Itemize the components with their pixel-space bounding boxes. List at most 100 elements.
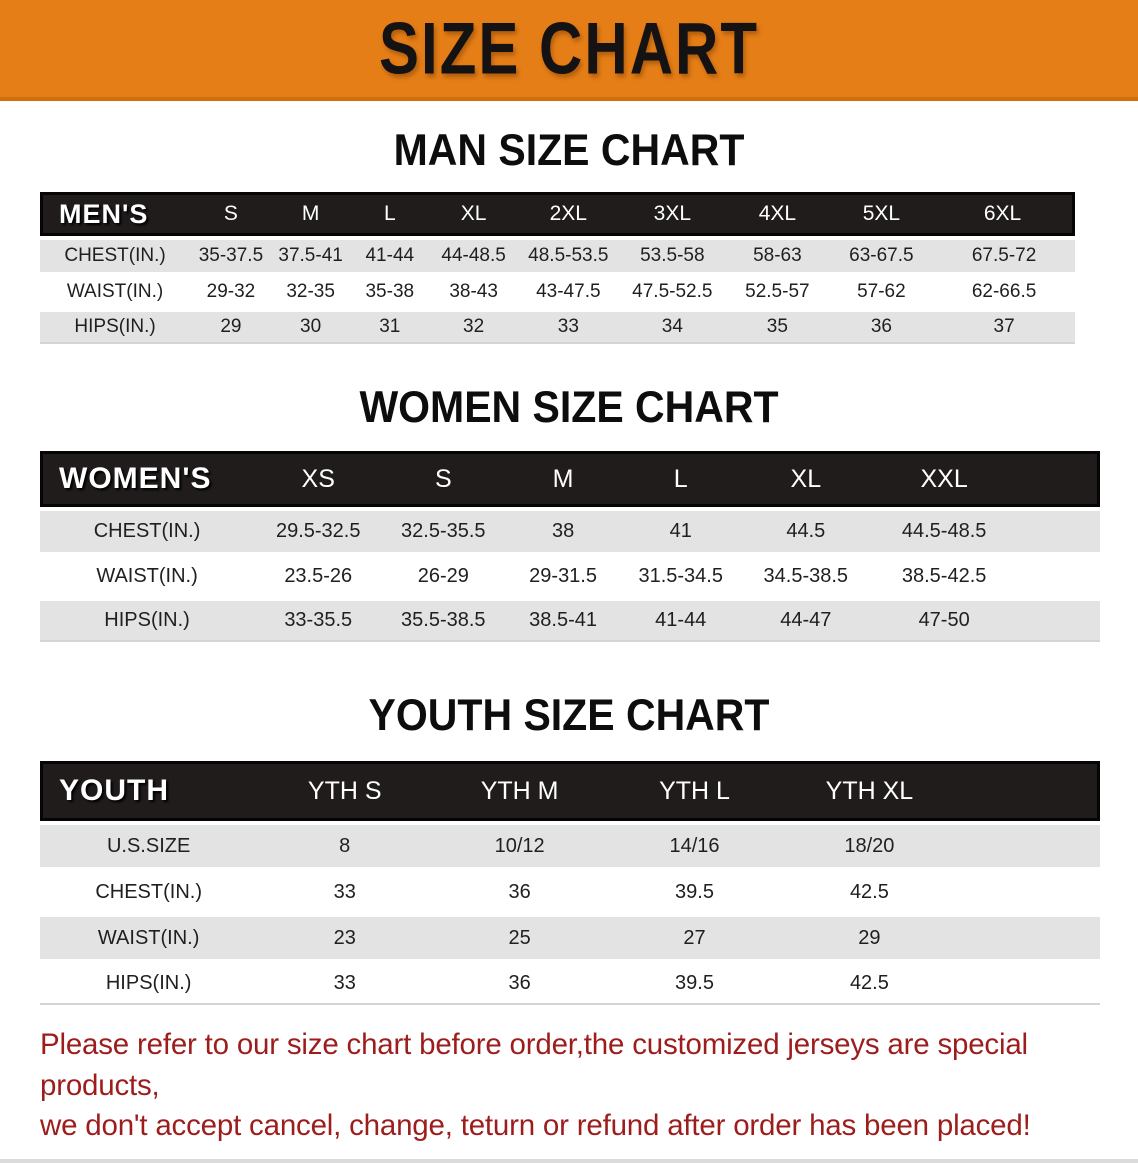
size-value-cell: 38 [504, 511, 622, 552]
size-value-cell: 32.5-35.5 [382, 511, 505, 552]
row-spacer-cell [956, 871, 1100, 913]
size-value-cell: 33 [257, 963, 433, 1005]
footer-disclaimer: Please refer to our size chart before or… [40, 1025, 1100, 1147]
mens-section: MAN SIZE CHART MEN'S S M L XL 2XL 3XL 4XL 5XL 6XL C… [0, 101, 1138, 348]
womens-row-chest-in-: CHEST(IN.) 29.5-32.5 32.5-35.5 38 41 44.5 44.5… [40, 511, 1100, 552]
row-label-cell: WAIST(IN.) [40, 917, 258, 959]
row-label-cell: WAIST(IN.) [40, 556, 255, 597]
size-chart-sections: MAN SIZE CHART MEN'S S M L XL 2XL 3XL 4XL 5XL 6XL C… [0, 101, 1138, 1009]
row-spacer-cell [1016, 601, 1100, 642]
size-value-cell: 37.5-41 [271, 240, 350, 272]
size-value-cell: 30 [271, 312, 350, 344]
mens-size-col-2xl: 2XL [517, 192, 620, 236]
womens-heading: WOMEN SIZE CHART [0, 348, 1138, 432]
size-value-cell: 35-38 [349, 276, 431, 308]
bottom-divider [0, 1159, 1138, 1163]
mens-heading-text: MAN SIZE CHART [393, 125, 745, 175]
womens-row-hips-in-: HIPS(IN.) 33-35.5 35.5-38.5 38.5-41 41-44 44-… [40, 601, 1100, 642]
row-label-cell: HIPS(IN.) [40, 963, 258, 1005]
size-value-cell: 26-29 [382, 556, 505, 597]
size-value-cell: 37 [933, 312, 1075, 344]
row-spacer-cell [1016, 556, 1100, 597]
row-label-cell: CHEST(IN.) [40, 511, 255, 552]
size-value-cell: 41-44 [349, 240, 431, 272]
row-label-cell: WAIST(IN.) [40, 276, 191, 308]
size-value-cell: 58-63 [725, 240, 830, 272]
size-value-cell: 31.5-34.5 [621, 556, 740, 597]
youth-size-col-yth-l: YTH L [607, 761, 782, 821]
size-value-cell: 41-44 [621, 601, 740, 642]
youth-size-table: YOUTH YTH S YTH M YTH L YTH XL U.S.SIZE 8 10/12… [40, 757, 1100, 1009]
mens-size-table: MEN'S S M L XL 2XL 3XL 4XL 5XL 6XL CHEST(IN.) 35-37… [40, 188, 1075, 348]
youth-header-row: YOUTH YTH S YTH M YTH L YTH XL [40, 761, 1100, 821]
mens-header-label: MEN'S [40, 192, 191, 236]
mens-size-col-m: M [271, 192, 350, 236]
womens-row-waist-in-: WAIST(IN.) 23.5-26 26-29 29-31.5 31.5-34.5 34… [40, 556, 1100, 597]
size-value-cell: 14/16 [607, 825, 782, 867]
size-value-cell: 67.5-72 [933, 240, 1075, 272]
size-value-cell: 43-47.5 [517, 276, 620, 308]
disclaimer-line-1: Please refer to our size chart before or… [40, 1028, 1028, 1102]
womens-header-spacer [1016, 451, 1100, 507]
size-value-cell: 33 [257, 871, 433, 913]
size-value-cell: 47-50 [872, 601, 1017, 642]
size-value-cell: 32-35 [271, 276, 350, 308]
disclaimer-line-2: we don't accept cancel, change, teturn o… [40, 1109, 1031, 1143]
size-value-cell: 41 [621, 511, 740, 552]
mens-size-col-xl: XL [430, 192, 518, 236]
row-spacer-cell [956, 917, 1100, 959]
womens-heading-text: WOMEN SIZE CHART [359, 382, 779, 432]
youth-size-col-yth-xl: YTH XL [781, 761, 957, 821]
womens-size-col-l: L [621, 451, 740, 507]
size-value-cell: 25 [432, 917, 608, 959]
youth-size-col-yth-m: YTH M [432, 761, 608, 821]
mens-heading: MAN SIZE CHART [0, 101, 1138, 175]
size-value-cell: 36 [432, 871, 608, 913]
size-value-cell: 42.5 [781, 871, 957, 913]
mens-size-col-3xl: 3XL [619, 192, 726, 236]
banner-title: SIZE CHART [379, 7, 759, 90]
youth-row-u-s-size: U.S.SIZE 8 10/12 14/16 18/20 [40, 825, 1100, 867]
row-spacer-cell [1016, 511, 1100, 552]
youth-header-label: YOUTH [40, 761, 258, 821]
womens-size-col-s: S [382, 451, 505, 507]
size-value-cell: 47.5-52.5 [619, 276, 726, 308]
size-value-cell: 29-31.5 [504, 556, 622, 597]
size-value-cell: 48.5-53.5 [517, 240, 620, 272]
size-value-cell: 62-66.5 [933, 276, 1075, 308]
size-value-cell: 31 [349, 312, 431, 344]
size-value-cell: 38.5-41 [504, 601, 622, 642]
size-value-cell: 29-32 [190, 276, 272, 308]
size-value-cell: 44.5-48.5 [872, 511, 1017, 552]
size-value-cell: 27 [607, 917, 782, 959]
mens-size-col-l: L [349, 192, 431, 236]
row-label-cell: U.S.SIZE [40, 825, 258, 867]
size-value-cell: 53.5-58 [619, 240, 726, 272]
row-label-cell: CHEST(IN.) [40, 240, 191, 272]
mens-size-col-6xl: 6XL [933, 192, 1075, 236]
youth-row-waist-in-: WAIST(IN.) 23 25 27 29 [40, 917, 1100, 959]
size-value-cell: 33 [517, 312, 620, 344]
size-value-cell: 52.5-57 [725, 276, 830, 308]
youth-row-chest-in-: CHEST(IN.) 33 36 39.5 42.5 [40, 871, 1100, 913]
womens-section: WOMEN SIZE CHART WOMEN'S XS S M L XL XXL CHEST(I… [0, 348, 1138, 646]
row-label-cell: HIPS(IN.) [40, 312, 191, 344]
size-value-cell: 63-67.5 [829, 240, 934, 272]
row-label-cell: CHEST(IN.) [40, 871, 258, 913]
size-value-cell: 10/12 [432, 825, 608, 867]
mens-size-col-s: S [190, 192, 272, 236]
mens-header-row: MEN'S S M L XL 2XL 3XL 4XL 5XL 6XL [40, 192, 1075, 236]
size-value-cell: 34 [619, 312, 726, 344]
youth-heading: YOUTH SIZE CHART [0, 646, 1138, 740]
row-spacer-cell [956, 963, 1100, 1005]
size-value-cell: 34.5-38.5 [739, 556, 873, 597]
womens-size-table: WOMEN'S XS S M L XL XXL CHEST(IN.) 29.5-32.5 32.5… [40, 447, 1100, 646]
size-value-cell: 35-37.5 [190, 240, 272, 272]
mens-size-col-5xl: 5XL [829, 192, 934, 236]
mens-row-hips-in-: HIPS(IN.) 29 30 31 32 33 34 35 36 37 [40, 312, 1075, 344]
womens-header-label: WOMEN'S [40, 451, 255, 507]
mens-row-chest-in-: CHEST(IN.) 35-37.5 37.5-41 41-44 44-48.5 48.5… [40, 240, 1075, 272]
youth-row-hips-in-: HIPS(IN.) 33 36 39.5 42.5 [40, 963, 1100, 1005]
size-value-cell: 39.5 [607, 963, 782, 1005]
size-value-cell: 29 [781, 917, 957, 959]
